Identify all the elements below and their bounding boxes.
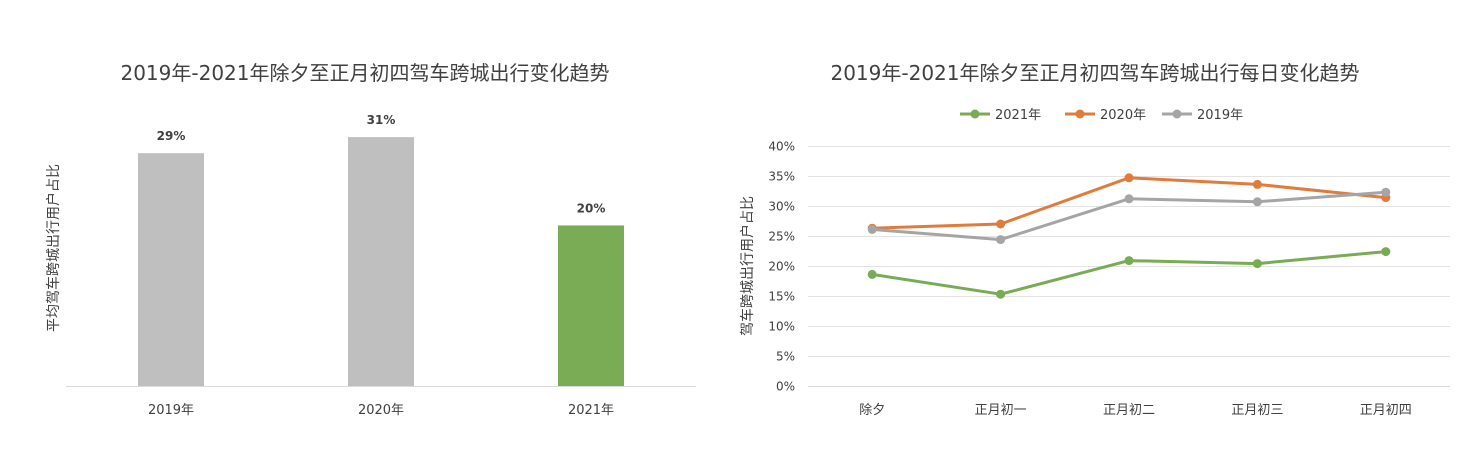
legend-swatch-marker xyxy=(1075,109,1085,119)
legend-label: 2021年 xyxy=(995,108,1041,123)
bar xyxy=(558,225,624,386)
line-chart-y-axis-label: 驾车跨城出行用户占比 xyxy=(739,196,756,336)
y-tick-label: 35% xyxy=(768,170,795,184)
data-point xyxy=(1381,187,1391,197)
y-tick-label: 25% xyxy=(768,230,795,244)
x-tick-label: 2021年 xyxy=(568,403,614,418)
data-point xyxy=(1124,173,1134,183)
bar xyxy=(348,137,414,386)
data-point xyxy=(867,269,877,279)
bar-value-label: 31% xyxy=(367,113,396,127)
line-chart: 2019年-2021年除夕至正月初四驾车跨城出行每日变化趋势 驾车跨城出行用户占… xyxy=(739,61,1450,418)
line-chart-title: 2019年-2021年除夕至正月初四驾车跨城出行每日变化趋势 xyxy=(830,61,1359,85)
legend-label: 2019年 xyxy=(1197,108,1243,123)
x-tick-label: 正月初二 xyxy=(1103,403,1155,418)
x-tick-label: 2020年 xyxy=(358,403,404,418)
y-tick-label: 0% xyxy=(776,380,795,394)
y-tick-label: 5% xyxy=(776,350,795,364)
x-tick-label: 正月初四 xyxy=(1360,403,1412,418)
bar-value-label: 20% xyxy=(577,201,606,215)
x-tick-label: 正月初三 xyxy=(1231,403,1283,418)
legend-swatch-marker xyxy=(1172,109,1182,119)
data-point xyxy=(867,224,877,234)
bar-value-label: 29% xyxy=(157,129,186,143)
data-point xyxy=(1252,259,1262,269)
bar-chart-y-axis-label: 平均驾车跨城出行用户占比 xyxy=(45,164,62,332)
data-point xyxy=(1381,247,1391,257)
data-point xyxy=(996,219,1006,229)
data-point xyxy=(1252,179,1262,189)
bar xyxy=(138,153,204,386)
bar-chart-title: 2019年-2021年除夕至正月初四驾车跨城出行变化趋势 xyxy=(120,61,609,85)
legend-label: 2020年 xyxy=(1100,108,1146,123)
y-tick-label: 10% xyxy=(768,320,795,334)
x-tick-label: 2019年 xyxy=(148,403,194,418)
y-tick-label: 15% xyxy=(768,290,795,304)
y-tick-label: 30% xyxy=(768,200,795,214)
x-tick-label: 正月初一 xyxy=(975,403,1027,418)
data-point xyxy=(996,235,1006,245)
legend-swatch-marker xyxy=(970,109,980,119)
bar-chart: 2019年-2021年除夕至正月初四驾车跨城出行变化趋势 平均驾车跨城出行用户占… xyxy=(45,61,696,418)
data-point xyxy=(1252,197,1262,207)
data-point xyxy=(996,289,1006,299)
data-point xyxy=(1124,256,1134,266)
y-tick-label: 40% xyxy=(768,140,795,154)
data-point xyxy=(1124,194,1134,204)
x-tick-label: 除夕 xyxy=(859,403,885,418)
y-tick-label: 20% xyxy=(768,260,795,274)
